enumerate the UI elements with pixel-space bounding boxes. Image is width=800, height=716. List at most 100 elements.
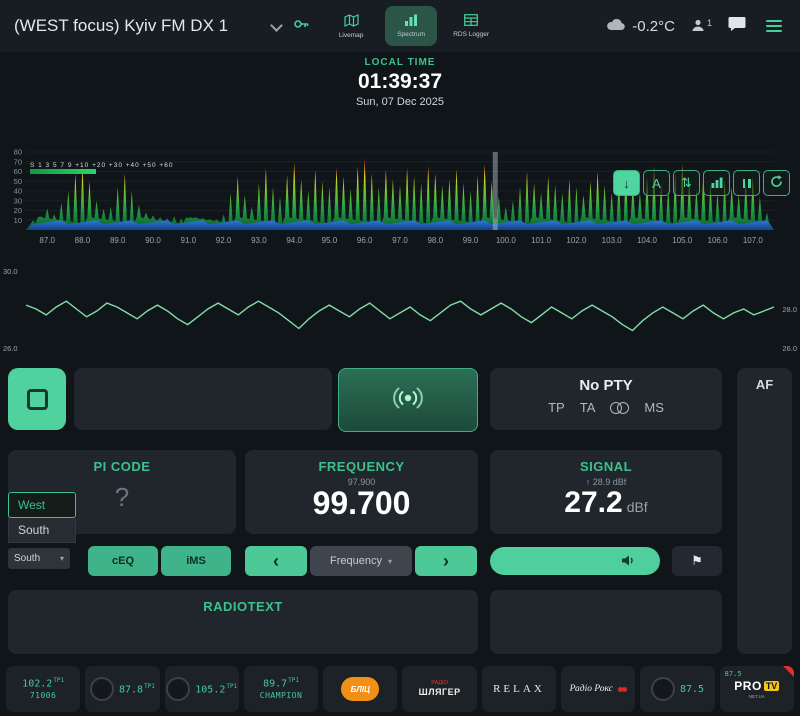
antenna-option-west[interactable]: West: [8, 492, 76, 518]
antenna-selected-value: South: [14, 553, 40, 564]
preset-button-1[interactable]: 102.2TP171006: [6, 666, 80, 712]
page-title: (WEST focus) Kyiv FM DX 1: [14, 16, 228, 36]
broadcast-button[interactable]: [338, 368, 478, 432]
shlyager-logo: ШЛЯГЕР: [419, 687, 461, 698]
local-time-label: LOCAL TIME: [0, 57, 800, 68]
frequency-label: FREQUENCY: [245, 459, 478, 474]
preset-button-7[interactable]: RELAX: [482, 666, 556, 712]
user-count: 1: [707, 18, 712, 28]
auto-letter-icon: A: [652, 176, 661, 191]
swap-axes-button[interactable]: ⇅: [673, 170, 700, 196]
antenna-select[interactable]: South ▾: [8, 548, 70, 569]
preset-name: CHAMPION: [260, 691, 303, 701]
preset-badge: TP1: [144, 683, 155, 690]
nav-spectrum-label: Spectrum: [397, 31, 425, 38]
s-meter-bar: [30, 169, 96, 174]
svg-text:104.0: 104.0: [637, 236, 658, 245]
af-panel: AF: [737, 368, 792, 654]
nav-livemap-label: Livemap: [339, 32, 364, 39]
svg-text:80: 80: [14, 148, 22, 157]
nav-livemap-button[interactable]: Livemap: [325, 6, 377, 46]
flag-button[interactable]: ⚑: [672, 546, 722, 576]
svg-text:26.0: 26.0: [782, 344, 797, 353]
svg-text:20: 20: [14, 206, 22, 215]
pause-button[interactable]: [733, 170, 760, 196]
stereo-icon: [610, 402, 629, 414]
preset-button-5[interactable]: БЛІЦ: [323, 666, 397, 712]
table-icon: [464, 14, 478, 28]
preset-button-4[interactable]: 89.7TP1CHAMPION: [244, 666, 318, 712]
stop-scan-button[interactable]: [8, 368, 66, 430]
key-icon[interactable]: [293, 16, 309, 37]
radiotext-label: RADIOTEXT: [8, 599, 478, 614]
svg-text:50: 50: [14, 177, 22, 186]
preset-button-3[interactable]: 105.2TP1: [165, 666, 239, 712]
dsp-toggles: cEQ iMS: [88, 546, 231, 576]
relax-logo: RELAX: [493, 683, 545, 695]
svg-text:98.0: 98.0: [427, 236, 443, 245]
signal-panel: SIGNAL ↑ 28.9 dBf 27.2dBf: [490, 450, 722, 534]
station-logo-icon: [90, 677, 114, 701]
rds-flags: TP TA MS: [490, 400, 722, 415]
frequency-panel: FREQUENCY 97.900 99.700: [245, 450, 478, 534]
spectrum-analyzer[interactable]: 102030405060708087.088.089.090.091.092.0…: [0, 148, 800, 260]
map-icon: [344, 14, 359, 29]
tune-up-button[interactable]: ›: [415, 546, 477, 576]
nav-rds-logger-button[interactable]: RDS Logger: [445, 6, 497, 46]
local-date-value: Sun, 07 Dec 2025: [0, 96, 800, 108]
pty-value: No PTY: [490, 377, 722, 394]
svg-text:88.0: 88.0: [75, 236, 91, 245]
signal-unit: dBf: [627, 499, 648, 515]
signal-history: 30.026.028.026.0: [0, 260, 800, 356]
antenna-option-south[interactable]: South: [8, 518, 76, 543]
svg-text:102.0: 102.0: [566, 236, 587, 245]
speaker-icon: [621, 554, 635, 572]
autoscale-button[interactable]: A: [643, 170, 670, 196]
preset-bar: 102.2TP171006 87.8TP1 105.2TP1 89.7TP1CH…: [0, 666, 800, 712]
spectrum-icon: [404, 14, 418, 28]
graph-mode-button[interactable]: [703, 170, 730, 196]
fm-dx-webserver: (WEST focus) Kyiv FM DX 1 Livemap Spectr…: [0, 0, 800, 716]
cloud-icon: [606, 17, 626, 35]
menu-icon[interactable]: [762, 16, 786, 36]
flag-icon: ⚑: [691, 553, 703, 569]
svg-text:92.0: 92.0: [216, 236, 232, 245]
refresh-icon: [770, 175, 783, 191]
ceq-toggle-button[interactable]: cEQ: [88, 546, 158, 576]
preset-button-9[interactable]: 87.5: [640, 666, 714, 712]
protv-pro: PRO: [734, 679, 762, 693]
weather-widget: -0.2°C: [606, 17, 675, 35]
preset-button-2[interactable]: 87.8TP1: [85, 666, 159, 712]
ms-flag: MS: [644, 400, 664, 415]
radiotext-panel: RADIOTEXT: [8, 590, 478, 654]
peak-hold-button[interactable]: ↓: [613, 170, 640, 196]
cherries-icon: [618, 684, 627, 695]
af-label: AF: [737, 377, 792, 392]
preset-button-10[interactable]: 87.5 PROTV NET.UA: [720, 666, 794, 712]
nav-spectrum-button[interactable]: Spectrum: [385, 6, 437, 46]
station-logo-icon: [166, 677, 190, 701]
local-time-value: 01:39:37: [0, 70, 800, 94]
svg-text:105.0: 105.0: [672, 236, 693, 245]
chevron-down-icon[interactable]: [270, 19, 283, 32]
svg-text:26.0: 26.0: [3, 344, 18, 353]
tp-flag: TP: [548, 400, 565, 415]
signal-value-row: 27.2dBf: [490, 487, 722, 519]
tune-down-button[interactable]: ‹: [245, 546, 307, 576]
preset-frequency: 89.7: [263, 678, 287, 689]
preset-badge: TP1: [226, 683, 237, 690]
preset-frequency: 87.5: [725, 670, 742, 678]
s-meter-legend: S 1 3 5 7 9 +10 +20 +30 +40 +50 +60: [30, 162, 200, 176]
preset-button-8[interactable]: Радіо Рокс: [561, 666, 635, 712]
refresh-button[interactable]: [763, 170, 790, 196]
volume-slider[interactable]: [490, 547, 660, 575]
chat-icon[interactable]: [728, 16, 746, 37]
corner-flag-icon: [783, 666, 794, 677]
ta-flag: TA: [580, 400, 596, 415]
step-mode-select[interactable]: Frequency ▾: [310, 546, 412, 576]
antenna-dropdown: West South South ▾: [8, 492, 76, 569]
preset-button-6[interactable]: РАДІОШЛЯГЕР: [402, 666, 476, 712]
protv-tv: TV: [764, 681, 780, 691]
ims-toggle-button[interactable]: iMS: [161, 546, 231, 576]
svg-text:10: 10: [14, 216, 22, 225]
